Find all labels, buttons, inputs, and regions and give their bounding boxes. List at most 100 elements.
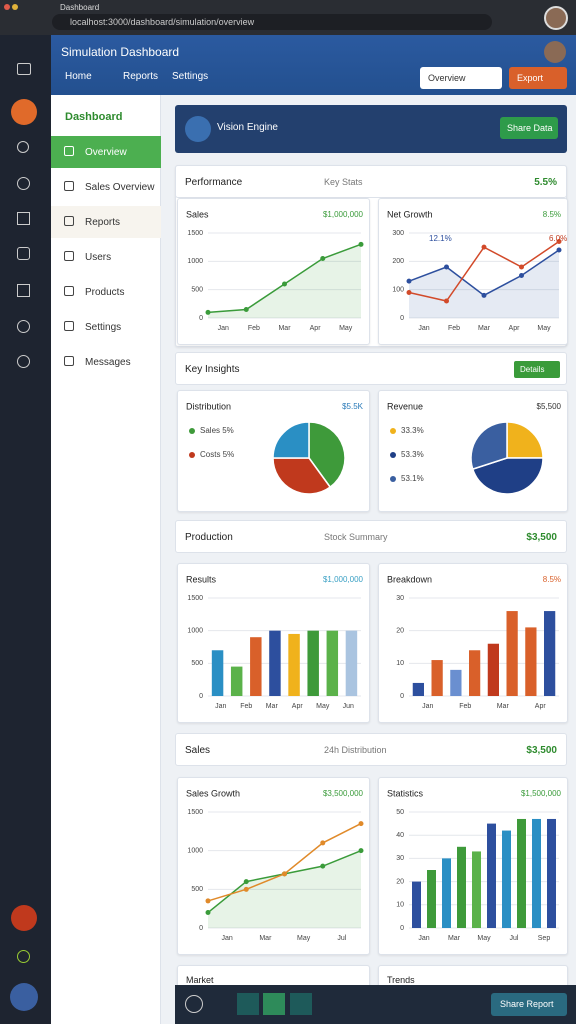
chart-value: $1,500,000 xyxy=(521,789,562,798)
header-button[interactable]: Export xyxy=(509,67,567,89)
point xyxy=(556,247,562,253)
rail-icon[interactable] xyxy=(11,905,37,931)
rail-icon[interactable] xyxy=(17,177,30,190)
point xyxy=(406,278,412,284)
rail-icon[interactable] xyxy=(17,950,30,963)
bar xyxy=(532,818,541,928)
x-tick-label: Jul xyxy=(337,935,346,942)
rail-icon[interactable] xyxy=(10,983,38,1011)
rail-icon[interactable] xyxy=(17,141,29,153)
y-tick-label: 10 xyxy=(396,660,404,667)
card-title: Market xyxy=(186,975,214,985)
rail-icon[interactable] xyxy=(17,320,30,333)
banner-button[interactable]: Share Data xyxy=(500,117,558,139)
chart-title: Sales xyxy=(186,209,209,219)
annotation: 12.1% xyxy=(429,234,452,243)
url-bar[interactable]: localhost:3000/dashboard/simulation/over… xyxy=(52,14,492,30)
area xyxy=(208,244,361,318)
chart-card: Sales Growth $3,500,000 0 500 1000 1500 Jan Mar… xyxy=(177,777,370,955)
y-tick-label: 0 xyxy=(199,925,203,932)
sidebar-item[interactable]: Messages xyxy=(51,346,161,378)
legend-dot xyxy=(390,428,396,434)
section-button[interactable]: Details xyxy=(514,361,560,378)
chart: Revenue $5,500 33.3% 53.3% 53.1% xyxy=(387,401,562,495)
nav-tab[interactable]: Reports xyxy=(123,71,159,82)
bar xyxy=(412,881,421,928)
toolbar-button[interactable]: Share Report xyxy=(491,993,567,1016)
x-tick-label: Mar xyxy=(448,935,461,942)
bar xyxy=(450,669,462,696)
y-tick-label: 50 xyxy=(396,809,404,816)
sidebar-label: Settings xyxy=(85,322,122,333)
tab-title[interactable]: Dashboard xyxy=(60,3,100,12)
chart-title: Sales Growth xyxy=(186,788,240,798)
rail-icon[interactable] xyxy=(17,212,30,225)
legend-label: Sales 5% xyxy=(200,426,234,435)
toolbar-icon[interactable] xyxy=(237,993,259,1015)
point xyxy=(282,281,287,287)
sidebar-item[interactable]: Sales Overview xyxy=(51,171,161,203)
chart: Results $1,000,000 0 500 1000 1500 Jan Feb Mar Ap… xyxy=(186,574,364,710)
x-tick-label: Apr xyxy=(535,703,547,710)
sidebar-item[interactable]: Products xyxy=(51,276,161,308)
banner-title: Vision Engine xyxy=(217,122,278,133)
y-tick-label: 0 xyxy=(199,693,203,700)
chart-title: Breakdown xyxy=(387,574,432,584)
avatar[interactable] xyxy=(544,6,568,30)
section-header: Production Stock Summary $3,500 xyxy=(175,520,567,553)
x-tick-label: Mar xyxy=(266,703,279,710)
x-tick-label: Jan xyxy=(215,703,226,710)
point xyxy=(358,848,364,854)
bar xyxy=(250,637,262,696)
user-avatar[interactable] xyxy=(544,41,566,63)
rail-icon-active[interactable] xyxy=(11,99,37,125)
bar xyxy=(307,630,319,696)
toolbar-icon[interactable] xyxy=(185,995,203,1013)
x-tick-label: May xyxy=(537,325,551,332)
rail-icon[interactable] xyxy=(17,63,31,75)
sidebar-item[interactable]: Settings xyxy=(51,311,161,343)
x-tick-label: Jun xyxy=(343,703,354,710)
header-button[interactable]: Overview xyxy=(420,67,502,89)
x-tick-label: May xyxy=(316,703,330,710)
point xyxy=(243,886,249,892)
nav-tab[interactable]: Settings xyxy=(172,71,209,82)
sidebar-item[interactable]: Users xyxy=(51,241,161,273)
y-tick-label: 200 xyxy=(392,258,404,265)
section-value: $3,500 xyxy=(526,532,557,543)
bar xyxy=(487,823,496,928)
legend-dot xyxy=(189,452,195,458)
toolbar: Share Report xyxy=(175,985,576,1024)
toolbar-icon[interactable] xyxy=(290,993,312,1015)
bar xyxy=(326,630,339,696)
y-tick-label: 10 xyxy=(396,902,404,909)
sidebar-item[interactable]: Reports xyxy=(51,206,161,238)
annotation: 6.0% xyxy=(549,234,567,243)
toolbar-icon[interactable] xyxy=(263,993,285,1015)
sidebar-label: Products xyxy=(85,287,125,298)
legend-label: 33.3% xyxy=(401,426,424,435)
bar xyxy=(230,666,243,696)
y-tick-label: 20 xyxy=(396,878,404,885)
chart-card: Sales $1,000,000 0 500 1000 1500 Jan Feb Mar Apr M… xyxy=(177,198,370,345)
chart: Statistics $1,500,000 0 10 20 30 40 50 Jan Mar May… xyxy=(387,788,562,942)
chart-card: Distribution $5.5K Sales 5% Costs 5% xyxy=(177,390,370,512)
area xyxy=(409,250,559,318)
y-tick-label: 0 xyxy=(400,693,404,700)
nav-tab[interactable]: Home xyxy=(65,71,92,82)
app-header: Simulation Dashboard Home Reports Settin… xyxy=(51,35,576,95)
sidebar-icon xyxy=(64,321,74,331)
rail-icon[interactable] xyxy=(17,284,30,297)
y-tick-label: 0 xyxy=(400,315,404,322)
chart-title: Revenue xyxy=(387,401,423,411)
section-subtitle: Stock Summary xyxy=(324,532,388,542)
y-tick-label: 30 xyxy=(396,855,404,862)
rail-icon[interactable] xyxy=(17,355,30,368)
y-tick-label: 30 xyxy=(396,595,404,602)
point xyxy=(444,264,449,270)
point xyxy=(320,840,326,846)
sidebar-item[interactable]: Overview xyxy=(51,136,161,168)
section-title: Sales xyxy=(185,745,211,756)
rail-icon[interactable] xyxy=(17,247,30,260)
point xyxy=(481,292,487,298)
